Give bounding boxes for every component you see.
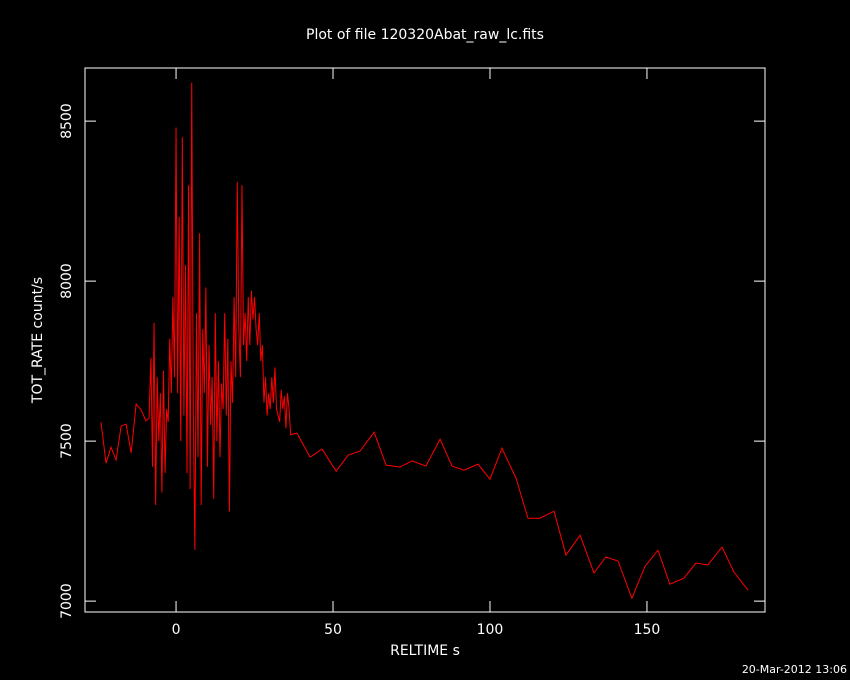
y-tick-label: 7500 [59,423,75,459]
timestamp: 20-Mar-2012 13:06 [742,663,847,676]
x-tick-label: 0 [172,622,181,638]
plot-frame [84,67,766,613]
y-tick-label: 8000 [59,263,75,299]
chart-title: Plot of file 120320Abat_raw_lc.fits [306,27,544,43]
data-line [100,82,749,600]
y-axis-label: TOT_RATE count/s [30,277,46,404]
y-tick-label: 7000 [59,583,75,619]
x-tick-label: 100 [477,622,504,638]
y-tick-label: 8500 [59,103,75,139]
x-tick-label: 50 [324,622,342,638]
x-tick-label: 150 [634,622,661,638]
x-axis-label: RELTIME s [390,643,460,659]
